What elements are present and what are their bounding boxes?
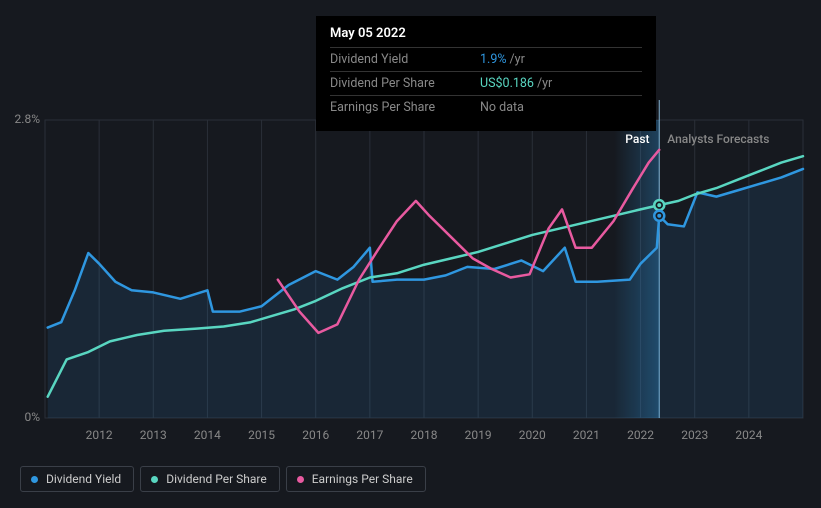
tooltip-row: Dividend Per ShareUS$0.186/yr — [330, 71, 642, 95]
tooltip-row: Earnings Per ShareNo data — [330, 95, 642, 119]
tooltip-row-unit: /yr — [537, 76, 552, 91]
region-label-forecast: Analysts Forecasts — [667, 132, 769, 146]
x-axis: 2012 2013 2014 2015 2016 2017 2018 2019 2020 2021… — [45, 428, 803, 448]
y-axis-label-min: 0% — [6, 410, 40, 424]
legend-item[interactable]: Dividend Per Share — [140, 466, 280, 492]
tooltip-row-value: No data — [480, 100, 524, 115]
y-axis-label-max: 2.8% — [6, 112, 40, 126]
tooltip-row-label: Dividend Yield — [330, 52, 480, 67]
x-tick-label: 2012 — [86, 428, 113, 442]
x-tick-label: 2017 — [356, 428, 383, 442]
x-tick-label: 2024 — [735, 428, 762, 442]
legend-dot — [31, 476, 38, 483]
x-tick-label: 2019 — [465, 428, 492, 442]
legend-label: Dividend Yield — [46, 472, 121, 486]
x-tick-label: 2015 — [248, 428, 275, 442]
x-tick-label: 2022 — [627, 428, 654, 442]
x-tick-label: 2016 — [302, 428, 329, 442]
x-tick-label: 2023 — [681, 428, 708, 442]
x-tick-label: 2021 — [573, 428, 600, 442]
tooltip-row-label: Earnings Per Share — [330, 100, 480, 115]
tooltip-date: May 05 2022 — [330, 26, 642, 47]
legend-label: Earnings Per Share — [312, 472, 413, 486]
legend-label: Dividend Per Share — [166, 472, 267, 486]
x-tick-label: 2020 — [519, 428, 546, 442]
tooltip-row: Dividend Yield1.9%/yr — [330, 47, 642, 71]
x-tick-label: 2018 — [411, 428, 438, 442]
tooltip-row-unit: /yr — [510, 52, 525, 67]
legend-item[interactable]: Dividend Yield — [20, 466, 134, 492]
x-tick-label: 2013 — [140, 428, 167, 442]
legend-item[interactable]: Earnings Per Share — [286, 466, 426, 492]
legend-dot — [297, 476, 304, 483]
tooltip-row-label: Dividend Per Share — [330, 76, 480, 91]
tooltip-row-value: 1.9% — [480, 52, 507, 67]
chart-tooltip: May 05 2022 Dividend Yield1.9%/yrDividen… — [316, 16, 656, 131]
tooltip-row-value: US$0.186 — [480, 76, 534, 91]
region-label-past: Past — [625, 132, 649, 146]
legend: Dividend Yield Dividend Per Share Earnings… — [20, 466, 426, 492]
legend-dot — [151, 476, 158, 483]
x-tick-label: 2014 — [194, 428, 221, 442]
